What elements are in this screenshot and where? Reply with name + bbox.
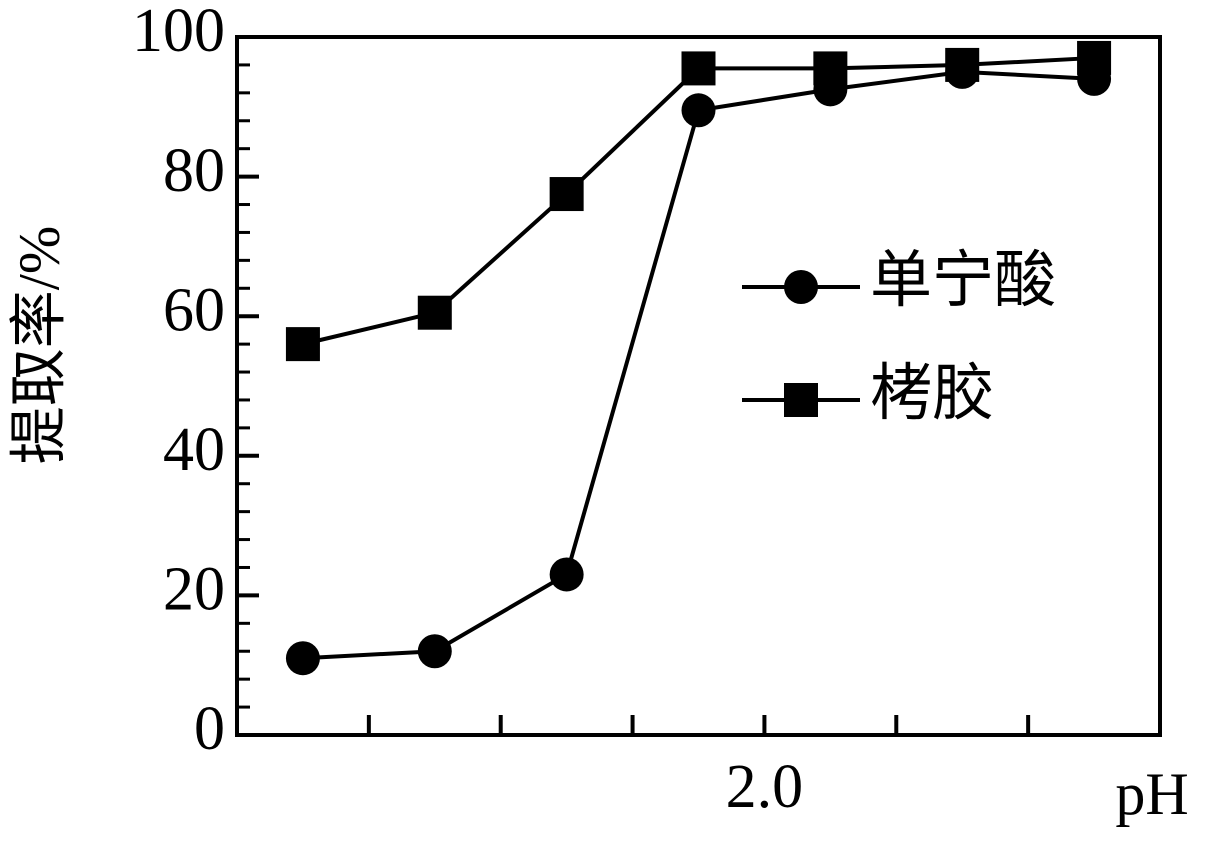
legend-marker (784, 270, 818, 304)
data-point (681, 51, 716, 86)
y-tick-label: 100 (132, 0, 225, 65)
data-point (681, 93, 716, 128)
data-point (417, 295, 452, 330)
y-tick-label: 80 (163, 137, 225, 205)
data-point (417, 634, 452, 669)
data-point (813, 51, 848, 86)
x-tick-label: 2.0 (726, 753, 804, 821)
legend-label: 栲胶 (870, 360, 994, 428)
data-point (1077, 40, 1112, 75)
plot-frame (235, 35, 1162, 737)
y-tick-label: 40 (163, 416, 225, 484)
legend-marker (784, 383, 818, 417)
x-axis-label: pH (1115, 761, 1188, 827)
y-tick-label: 60 (163, 276, 225, 344)
y-tick-label: 0 (194, 695, 225, 763)
data-point (285, 327, 320, 362)
y-axis-label: 提取率/% (6, 226, 71, 464)
y-tick-label: 20 (163, 556, 225, 624)
data-point (549, 177, 584, 212)
data-point (549, 557, 584, 592)
legend-label: 单宁酸 (870, 247, 1056, 315)
data-point (945, 47, 980, 82)
data-point (285, 641, 320, 676)
